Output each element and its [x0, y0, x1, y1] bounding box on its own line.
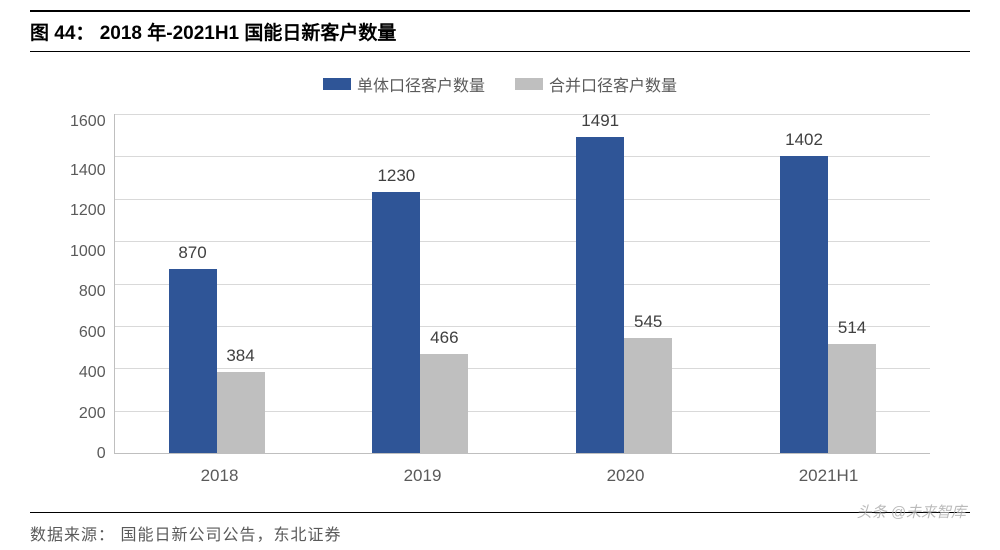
y-tick: 800: [79, 284, 106, 300]
bar-label: 870: [178, 243, 206, 263]
y-tick: 600: [79, 325, 106, 341]
bar-series1-2021H1: 1402: [780, 156, 828, 453]
y-axis: 1600 1400 1200 1000 800 600 400 200 0: [70, 114, 114, 454]
legend-swatch-series2: [515, 78, 543, 90]
bar-series1-2018: 870: [169, 269, 217, 453]
bars-layer: 870 384 1230 466: [115, 114, 930, 453]
y-tick: 0: [97, 446, 106, 462]
bar-series2-2018: 384: [217, 372, 265, 453]
y-tick: 1600: [70, 114, 106, 130]
plot-body: 870 384 1230 466: [114, 114, 930, 454]
legend-item-series2: 合并口径客户数量: [515, 72, 677, 96]
bar-series1-2019: 1230: [372, 192, 420, 453]
x-axis: 2018 2019 2020 2021H1: [118, 454, 930, 486]
bar-group-2020: 1491 545: [535, 114, 714, 453]
legend-label-series2: 合并口径客户数量: [549, 72, 677, 96]
y-tick: 1000: [70, 244, 106, 260]
y-tick: 400: [79, 365, 106, 381]
bar-label: 466: [430, 328, 458, 348]
plot: 1600 1400 1200 1000 800 600 400 200 0: [70, 114, 930, 454]
bar-label: 545: [634, 312, 662, 332]
bar-series2-2019: 466: [420, 354, 468, 453]
bar-group-2021H1: 1402 514: [738, 114, 917, 453]
bar-series1-2020: 1491: [576, 137, 624, 453]
legend-swatch-series1: [323, 78, 351, 90]
bar-group-2019: 1230 466: [331, 114, 510, 453]
bar-label: 1491: [581, 111, 619, 131]
bar-label: 384: [226, 346, 254, 366]
x-label: 2021H1: [739, 466, 918, 486]
x-label: 2018: [130, 466, 309, 486]
bar-series2-2021H1: 514: [828, 344, 876, 453]
chart-title: 图 44： 2018 年-2021H1 国能日新客户数量: [30, 18, 970, 45]
chart-area: 单体口径客户数量 合并口径客户数量 1600 1400 1200 1000 80…: [30, 52, 970, 486]
bar-label: 514: [838, 318, 866, 338]
bar-label: 1402: [785, 130, 823, 150]
x-label: 2020: [536, 466, 715, 486]
y-tick: 1400: [70, 163, 106, 179]
bar-label: 1230: [377, 166, 415, 186]
bar-group-2018: 870 384: [127, 114, 306, 453]
y-tick: 1200: [70, 203, 106, 219]
data-source-footer: 数据来源： 国能日新公司公告，东北证券: [30, 512, 970, 545]
watermark: 头条 @未来智库: [857, 501, 966, 522]
legend-item-series1: 单体口径客户数量: [323, 72, 485, 96]
legend-label-series1: 单体口径客户数量: [357, 72, 485, 96]
bar-series2-2020: 545: [624, 338, 672, 453]
x-label: 2019: [333, 466, 512, 486]
chart-title-bar: 图 44： 2018 年-2021H1 国能日新客户数量: [30, 10, 970, 52]
y-tick: 200: [79, 406, 106, 422]
legend: 单体口径客户数量 合并口径客户数量: [70, 72, 930, 96]
